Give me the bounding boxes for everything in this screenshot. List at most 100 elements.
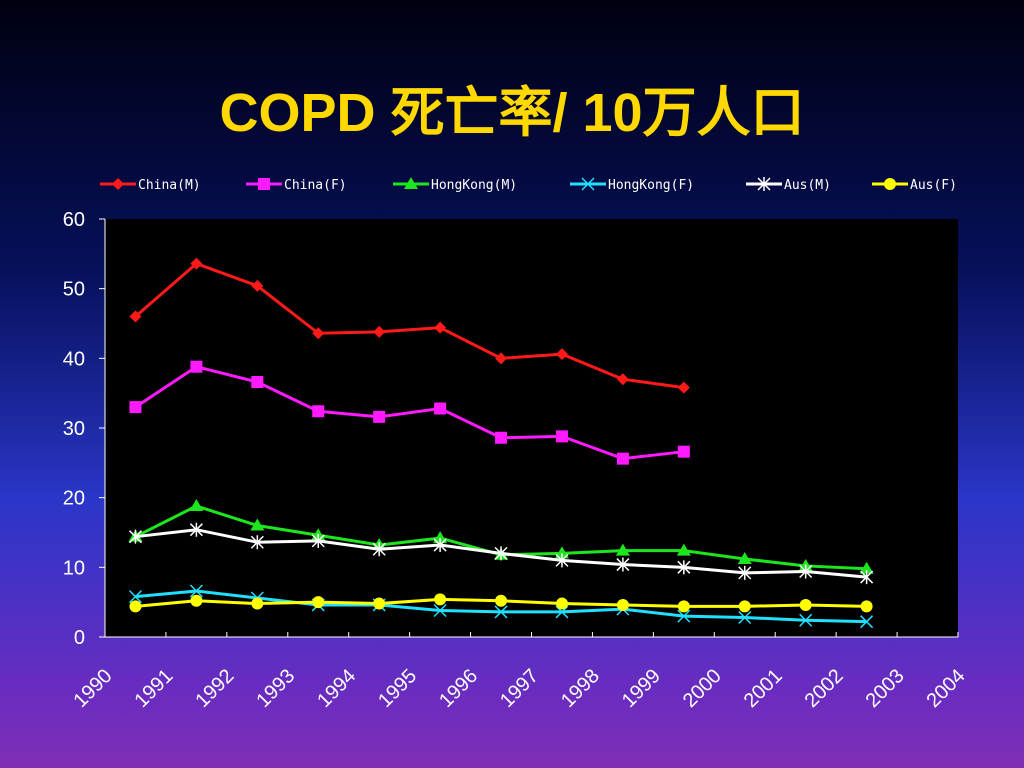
x-tick-label: 1997 <box>496 665 543 712</box>
circle-marker <box>495 594 508 607</box>
star-marker <box>799 564 813 579</box>
triangle-marker <box>189 499 204 512</box>
x-tick-label: 2004 <box>923 665 970 712</box>
diamond-marker <box>373 325 386 338</box>
diamond-marker <box>555 348 568 361</box>
circle-marker <box>190 594 203 607</box>
triangle-marker <box>737 551 752 564</box>
square-marker <box>677 445 690 458</box>
triangle-marker <box>404 177 418 189</box>
y-tick-label: 20 <box>63 488 85 510</box>
x-tick-label: 1992 <box>191 665 238 712</box>
y-tick-label: 10 <box>63 557 85 579</box>
legend-entry: Aus(M) <box>746 177 831 193</box>
legend-label: China(M) <box>138 178 201 193</box>
circle-marker <box>373 597 386 610</box>
triangle-marker <box>859 561 874 574</box>
x-tick-label: 2003 <box>862 665 909 712</box>
square-marker <box>495 431 508 444</box>
circle-marker <box>860 600 873 613</box>
star-marker <box>250 535 264 550</box>
circle-marker <box>251 597 264 610</box>
circle-marker <box>738 600 751 613</box>
series-Aus(F) <box>129 593 873 613</box>
square-marker <box>434 402 447 415</box>
x-tick-label: 1993 <box>252 665 299 712</box>
diamond-marker <box>129 310 142 323</box>
x-marker <box>677 609 691 623</box>
x-tick-label: 1999 <box>618 665 665 712</box>
x-marker <box>189 584 203 598</box>
diamond-marker <box>251 279 264 292</box>
series-line <box>134 261 685 390</box>
star-marker <box>311 533 325 548</box>
legend-label: HongKong(M) <box>431 178 517 193</box>
x-tick-label: 2001 <box>740 665 787 712</box>
x-tick-label: 1994 <box>313 665 360 712</box>
series-layer <box>128 257 874 629</box>
star-marker <box>860 570 874 585</box>
diamond-marker <box>616 373 629 386</box>
x-marker <box>494 605 508 619</box>
square-marker <box>373 410 386 423</box>
legend-label: China(F) <box>284 178 347 193</box>
legend-entry: HongKong(F) <box>570 177 694 193</box>
square-marker <box>190 360 203 373</box>
series-China(M) <box>129 257 690 394</box>
circle-marker <box>555 597 568 610</box>
slide-title: COPD 死亡率/ 10万人口 <box>219 83 805 143</box>
series-Aus(M) <box>128 522 874 585</box>
x-tick-label: 1998 <box>557 665 604 712</box>
star-marker <box>128 529 142 544</box>
y-tick-label: 50 <box>63 279 85 301</box>
square-marker <box>555 430 568 443</box>
circle-marker <box>884 178 896 190</box>
star-marker <box>494 546 508 561</box>
circle-marker <box>616 598 629 611</box>
star-marker <box>372 542 386 557</box>
x-tick-label: 1991 <box>130 665 177 712</box>
x-marker <box>433 603 447 618</box>
x-tick-label: 2000 <box>679 665 726 712</box>
star-marker <box>757 177 771 191</box>
x-tick-label: 1996 <box>435 665 482 712</box>
star-marker <box>677 560 691 575</box>
triangle-marker <box>250 518 265 531</box>
x-marker <box>738 610 752 625</box>
legend-entry: Aus(F) <box>872 178 957 193</box>
series-line <box>134 365 684 461</box>
y-tick-label: 40 <box>63 348 85 370</box>
diamond-marker <box>112 178 124 190</box>
x-tick-label: 1990 <box>70 665 117 712</box>
y-tick-label: 0 <box>74 627 85 649</box>
triangle-marker <box>615 543 630 556</box>
x-marker <box>128 590 142 604</box>
triangle-marker <box>554 546 569 559</box>
diamond-marker <box>495 352 508 365</box>
legend-entry: China(M) <box>100 178 201 193</box>
y-tick-label: 60 <box>63 209 85 231</box>
circle-marker <box>677 600 690 613</box>
y-tick-label: 30 <box>63 418 85 440</box>
diamond-marker <box>434 321 447 334</box>
legend-entry: China(F) <box>246 178 347 193</box>
star-marker <box>189 522 203 537</box>
star-marker <box>738 565 752 580</box>
diamond-marker <box>312 327 325 340</box>
circle-marker <box>799 598 812 611</box>
star-marker <box>433 538 447 553</box>
square-marker <box>258 178 270 190</box>
legend-entry: HongKong(M) <box>393 177 517 193</box>
square-marker <box>616 452 629 465</box>
triangle-marker <box>433 531 448 544</box>
chart-legend: China(M) China(F) HongKong(M) HongKong(F) Au… <box>100 177 957 193</box>
series-China(F) <box>129 360 690 465</box>
legend-label: HongKong(F) <box>608 178 694 193</box>
star-marker <box>616 557 630 572</box>
x-tick-label: 2002 <box>801 665 848 712</box>
x-tick-label: 1995 <box>374 665 421 712</box>
x-marker <box>581 177 595 191</box>
circle-marker <box>129 600 142 613</box>
star-marker <box>555 553 569 568</box>
